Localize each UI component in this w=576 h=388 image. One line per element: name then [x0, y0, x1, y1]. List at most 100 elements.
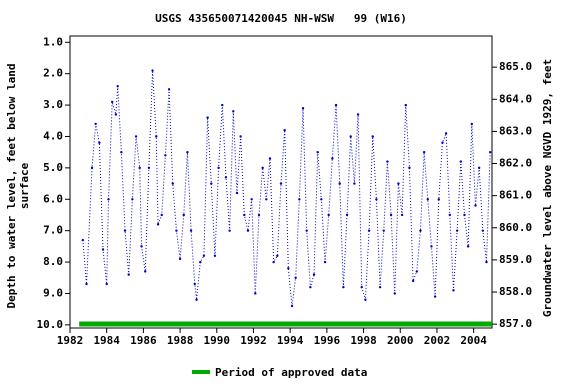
- data-point: [243, 213, 246, 217]
- data-point: [81, 238, 85, 242]
- data-point: [138, 166, 141, 170]
- data-point: [140, 245, 143, 248]
- data-point: [393, 292, 396, 295]
- data-point: [178, 257, 182, 261]
- data-point: [349, 135, 352, 138]
- data-point: [147, 166, 151, 170]
- data-point: [193, 282, 196, 286]
- data-point: [101, 248, 105, 251]
- data-point: [452, 289, 455, 292]
- y-axis-title: surface: [18, 162, 31, 209]
- data-point: [290, 304, 294, 308]
- x-tick-label: 1996: [314, 334, 341, 347]
- data-point: [114, 113, 118, 116]
- data-point: [312, 273, 316, 276]
- data-point: [85, 282, 88, 286]
- y-tick-label: 3.0: [43, 98, 63, 111]
- x-tick-label: 1990: [204, 334, 231, 347]
- data-point: [210, 182, 213, 185]
- x-tick-label: 1982: [57, 334, 84, 347]
- data-point: [127, 273, 130, 276]
- data-point: [167, 88, 171, 91]
- data-point: [459, 160, 463, 163]
- y2-tick-label: 858.0: [499, 285, 532, 298]
- x-tick-label: 2004: [460, 334, 487, 347]
- data-point: [246, 229, 250, 232]
- data-point: [378, 285, 382, 289]
- data-point: [224, 176, 228, 179]
- data-point: [353, 182, 356, 185]
- data-point: [217, 166, 220, 170]
- x-tick-label: 1988: [167, 334, 194, 347]
- y2-axis-title: Groundwater level above NGVD 1929, feet: [541, 59, 554, 317]
- data-point: [474, 204, 477, 207]
- y2-tick-label: 860.0: [499, 221, 532, 234]
- data-point: [250, 198, 253, 201]
- data-point: [254, 292, 257, 295]
- data-point: [334, 103, 338, 107]
- data-point: [320, 198, 323, 201]
- data-point: [371, 135, 374, 138]
- data-point: [131, 198, 134, 201]
- y-axis-title: Depth to water level, feet below land: [5, 63, 18, 308]
- data-point: [415, 270, 418, 273]
- data-point: [426, 198, 429, 201]
- y-tick-label: 1.0: [43, 35, 63, 48]
- data-point: [331, 157, 334, 160]
- data-point: [272, 260, 275, 264]
- x-tick-label: 1992: [240, 334, 267, 347]
- data-point: [144, 270, 147, 273]
- data-point: [400, 213, 404, 217]
- data-point: [116, 85, 119, 88]
- data-point: [107, 198, 110, 201]
- data-point: [345, 213, 349, 217]
- data-point: [463, 213, 466, 217]
- data-point: [294, 276, 297, 279]
- data-point: [111, 100, 114, 104]
- data-point: [94, 122, 97, 126]
- data-point: [356, 113, 360, 116]
- y-tick-label: 6.0: [43, 192, 63, 205]
- x-tick-label: 1998: [350, 334, 377, 347]
- y-tick-label: 10.0: [37, 318, 64, 331]
- x-tick-label: 1986: [130, 334, 157, 347]
- data-point: [342, 285, 345, 289]
- x-tick-label: 1984: [93, 334, 120, 347]
- data-point: [477, 166, 481, 170]
- data-point: [221, 103, 224, 107]
- data-point: [305, 229, 308, 232]
- data-point: [182, 213, 185, 217]
- y-tick-label: 4.0: [43, 129, 63, 142]
- y-tick-label: 5.0: [43, 161, 63, 174]
- y2-tick-label: 861.0: [499, 189, 532, 202]
- y2-tick-label: 864.0: [499, 92, 532, 105]
- data-point: [470, 122, 474, 126]
- data-point: [276, 254, 279, 257]
- data-point: [156, 223, 160, 226]
- data-point: [375, 198, 378, 201]
- data-point: [155, 135, 158, 138]
- data-point: [257, 213, 261, 217]
- data-point: [120, 150, 123, 154]
- data-point: [397, 182, 400, 185]
- data-point: [265, 198, 268, 201]
- data-point: [98, 141, 101, 144]
- chart-title: USGS 435650071420045 NH-WSW 99 (W16): [155, 12, 407, 25]
- data-point: [90, 166, 94, 170]
- data-point: [301, 107, 305, 110]
- data-point: [175, 229, 178, 232]
- data-point: [213, 254, 217, 257]
- data-point: [189, 229, 193, 232]
- data-point: [430, 245, 433, 248]
- data-point: [455, 229, 459, 232]
- data-point: [199, 260, 202, 264]
- y2-tick-label: 862.0: [499, 157, 532, 170]
- y2-tick-label: 865.0: [499, 60, 532, 73]
- data-point: [437, 198, 440, 201]
- data-point: [309, 285, 312, 289]
- data-point: [323, 260, 327, 264]
- legend-label: Period of approved data: [215, 366, 367, 379]
- x-tick-label: 2002: [424, 334, 451, 347]
- data-point: [338, 182, 341, 185]
